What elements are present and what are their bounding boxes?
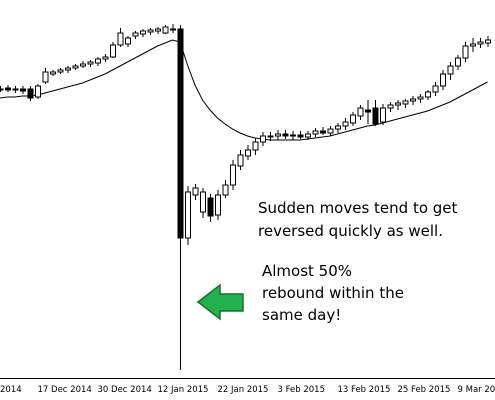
candle-body	[447, 65, 454, 75]
candle-body	[320, 130, 326, 134]
annotation-text: Sudden moves tend to get	[258, 199, 458, 217]
x-tick-label: 22 Jan 2015	[218, 385, 269, 395]
candle-body	[72, 65, 79, 69]
candle-body	[87, 61, 94, 65]
candle-body	[177, 28, 184, 239]
candle-body	[57, 69, 64, 73]
candle-body	[237, 154, 244, 167]
candle-body	[410, 98, 416, 102]
candle-body	[200, 191, 206, 213]
candle-body	[170, 28, 176, 31]
candle-body	[327, 128, 334, 134]
candle-body	[27, 88, 34, 99]
candle-body	[140, 30, 146, 35]
candle-body	[12, 88, 19, 91]
candle-body	[342, 121, 349, 127]
candle-body	[305, 133, 311, 138]
candle-body	[267, 135, 274, 138]
candle-body	[372, 107, 379, 125]
candle-body	[455, 57, 461, 67]
candle-body	[110, 44, 116, 58]
candle-body	[425, 91, 431, 98]
x-tick-label: 12 Jan 2015	[158, 385, 209, 395]
candle-body	[117, 32, 124, 46]
x-tick-label: 3 Feb 2015	[278, 385, 326, 395]
candle-body	[222, 184, 229, 196]
plot-area	[0, 24, 491, 370]
candle-body	[402, 100, 409, 105]
x-tick-label: 17 Dec 2014	[38, 385, 92, 395]
x-axis-labels: 2014 17 Dec 2014 30 Dec 2014 12 Jan 2015 22 …	[0, 385, 495, 395]
candle-body	[365, 109, 371, 113]
annotation-text: same day!	[262, 306, 341, 324]
candle-body	[185, 191, 191, 239]
candle-body	[252, 141, 259, 151]
candle-body	[155, 28, 161, 32]
annotation-text: Almost 50%	[262, 262, 352, 280]
candle-body	[395, 102, 401, 106]
candle-body	[380, 107, 386, 123]
moving-average-line	[0, 39, 488, 141]
candle-body	[485, 39, 491, 44]
candle-body	[312, 130, 319, 135]
x-tick-label: 30 Dec 2014	[98, 385, 152, 395]
x-tick-label: 13 Feb 2015	[338, 385, 391, 395]
candle-body	[297, 134, 304, 138]
candle-body	[350, 114, 356, 124]
x-tick-label: 2014	[0, 385, 22, 395]
candle-body	[432, 85, 439, 93]
candle-body	[275, 133, 281, 137]
candle-body	[440, 73, 446, 87]
candle-body	[132, 32, 139, 37]
candle-body	[462, 45, 469, 59]
candle-body	[50, 71, 56, 75]
candle-body	[20, 88, 26, 92]
candle-body	[260, 135, 266, 143]
candle-body	[65, 67, 71, 71]
candle-body	[357, 107, 364, 117]
candle-body	[417, 96, 424, 100]
candle-body	[245, 149, 251, 157]
arrow	[196, 283, 244, 321]
annotations: Sudden moves tend to get reversed quickly…	[258, 199, 458, 324]
candle-body	[147, 29, 154, 33]
candle-body	[290, 134, 296, 137]
x-tick-label: 9 Mar 2015	[458, 385, 495, 395]
x-tick-label: 25 Feb 2015	[398, 385, 451, 395]
candle-body	[215, 194, 221, 216]
candle-body	[282, 133, 289, 137]
candle-body	[95, 58, 101, 64]
candle-body	[470, 43, 476, 47]
candle-body	[192, 187, 199, 196]
candle-body	[335, 125, 341, 130]
candle-body	[125, 37, 131, 45]
candle-body	[387, 104, 394, 109]
candle-body	[102, 56, 109, 60]
candle-body	[35, 85, 41, 98]
candle-body	[207, 197, 214, 217]
candle-body	[80, 63, 86, 67]
candle-body	[42, 71, 49, 83]
candle-body	[0, 88, 4, 91]
candle-body	[230, 164, 236, 186]
annotation-text: rebound within the	[262, 284, 404, 302]
candle-body	[5, 87, 11, 91]
candle-body	[477, 41, 484, 45]
annotation-text: reversed quickly as well.	[258, 222, 443, 240]
candle-body	[162, 26, 169, 34]
